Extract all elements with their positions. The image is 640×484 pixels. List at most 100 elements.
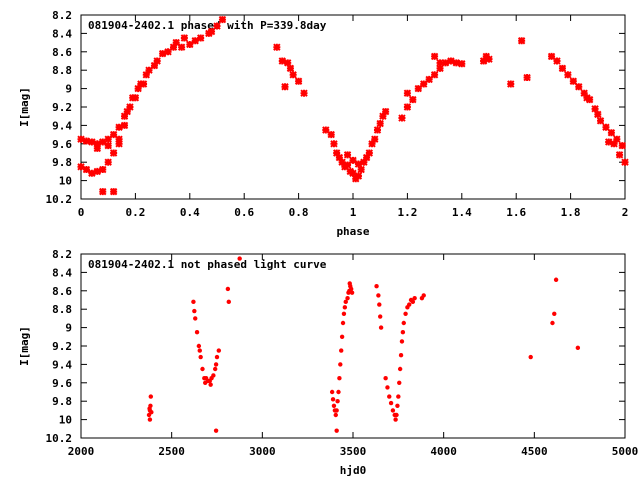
chart-panel-1: 0 0.2 0.4 0.6 0.8 1 1.2 1.4 1.6 1.8 2 8.2 8.4 8.6 8.8 9… — [18, 9, 629, 238]
data-point — [226, 299, 231, 305]
data-point — [349, 156, 357, 165]
x-tick-label: 0.2 — [125, 206, 145, 219]
x-tick-label: 2 — [622, 206, 629, 219]
data-point — [395, 403, 400, 408]
data-point — [371, 135, 379, 143]
data-point — [339, 348, 344, 353]
chart-panel-2: 2000 2500 3000 3500 4000 4500 5000 8.2 8.4 8.6 8.8… — [18, 248, 638, 477]
data-point — [281, 83, 289, 91]
data-point — [93, 167, 102, 176]
data-point — [591, 105, 599, 113]
data-point — [200, 366, 205, 372]
data-point — [177, 43, 186, 51]
x-tick-label: 1.8 — [561, 206, 581, 219]
data-point — [398, 114, 406, 122]
data-point — [596, 117, 605, 125]
data-point — [126, 103, 134, 111]
data-point — [517, 37, 526, 45]
data-point — [213, 22, 221, 30]
data-point — [149, 410, 154, 415]
data-point — [194, 330, 200, 335]
y-tick-label: 8.8 — [52, 64, 72, 77]
data-point — [523, 73, 531, 82]
data-point — [145, 66, 153, 74]
data-point — [169, 43, 178, 51]
data-point — [602, 123, 610, 131]
data-point — [575, 83, 583, 91]
data-point — [447, 57, 455, 65]
data-point — [294, 77, 303, 85]
data-point — [390, 408, 396, 413]
data-point — [345, 295, 350, 301]
data-point — [164, 48, 172, 56]
data-point — [421, 293, 426, 298]
data-point — [331, 403, 337, 408]
data-point — [104, 135, 112, 143]
data-point — [376, 293, 381, 298]
data-point — [128, 94, 137, 102]
data-point — [289, 71, 297, 79]
data-point — [197, 348, 202, 353]
data-point — [225, 286, 231, 292]
data-point — [410, 299, 416, 305]
data-point — [569, 77, 578, 85]
data-point — [528, 354, 533, 360]
x-tick-label: 4500 — [521, 445, 548, 458]
data-point — [553, 277, 559, 282]
data-point — [343, 151, 352, 159]
data-point — [401, 320, 406, 326]
x-tick-label: 1.6 — [506, 206, 526, 219]
data-point — [399, 339, 405, 344]
data-point — [153, 57, 161, 65]
data-point — [278, 57, 286, 65]
data-point — [329, 389, 335, 395]
x-tick-label: 1.4 — [452, 206, 472, 219]
data-point — [214, 354, 220, 360]
data-point — [621, 158, 629, 166]
y-tick-label: 10 — [59, 414, 72, 427]
data-point — [142, 71, 150, 79]
data-point — [397, 380, 402, 385]
y-tick-label: 9.6 — [52, 377, 72, 390]
data-point — [335, 153, 344, 162]
y-tick-label: 9.8 — [52, 395, 72, 408]
data-point — [357, 165, 365, 174]
data-point — [109, 187, 118, 196]
data-point — [347, 281, 352, 286]
data-point — [394, 412, 399, 418]
y-tick-label: 9.8 — [52, 156, 72, 169]
x-tick-label: 0.4 — [180, 206, 200, 219]
data-point — [348, 286, 354, 292]
data-point — [430, 52, 439, 61]
data-point — [192, 308, 197, 314]
data-point — [385, 385, 390, 390]
data-point — [338, 362, 343, 367]
y-tick-label: 8.4 — [52, 266, 72, 279]
data-point — [203, 380, 208, 385]
data-point — [273, 43, 281, 51]
data-point — [407, 302, 412, 307]
data-point — [343, 299, 348, 305]
data-point — [507, 80, 515, 88]
data-point — [82, 137, 91, 145]
data-point — [430, 71, 439, 79]
x-tick-label: 2500 — [158, 445, 185, 458]
data-point — [327, 130, 335, 139]
data-point — [458, 60, 466, 68]
data-point — [558, 64, 567, 73]
data-point — [99, 165, 107, 174]
data-point — [334, 408, 339, 413]
data-point — [452, 59, 461, 67]
data-point — [109, 130, 118, 139]
data-point — [396, 394, 401, 399]
data-point — [376, 119, 384, 128]
plot-frame — [80, 253, 626, 439]
data-point — [77, 135, 85, 143]
data-point — [583, 94, 591, 102]
data-point — [213, 362, 219, 367]
data-point — [330, 397, 336, 402]
data-point — [186, 40, 194, 49]
chart-title: 081904-2402.1 not phased light curve — [88, 258, 327, 271]
data-point — [373, 126, 382, 134]
data-point — [335, 399, 340, 404]
